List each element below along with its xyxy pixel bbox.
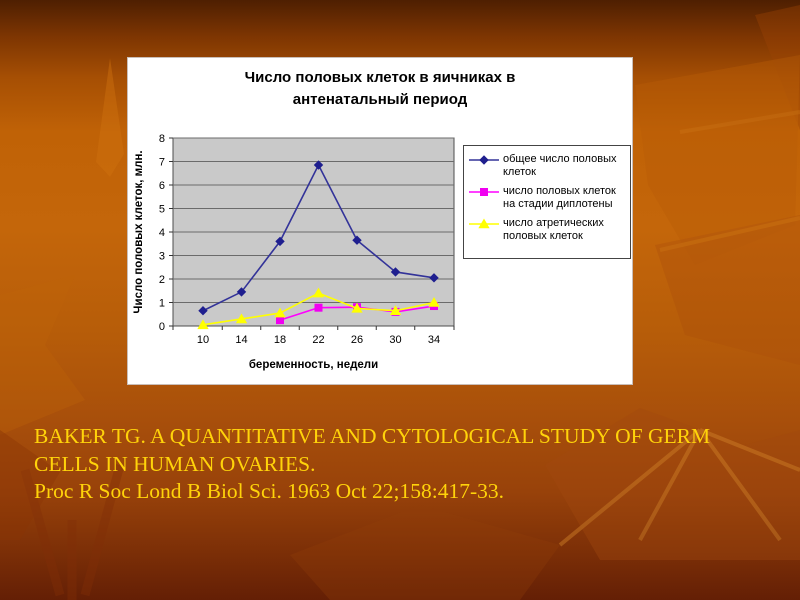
svg-text:14: 14 [235, 334, 247, 346]
triangle-line-marker-icon [469, 218, 499, 234]
citation-line1: BAKER TG. A QUANTITATIVE AND CYTOLOGICAL… [34, 424, 711, 448]
legend-label-total: общее число половых клеток [503, 153, 617, 178]
svg-text:беременность, недели: беременность, недели [249, 359, 378, 371]
svg-text:Число половых клеток, млн.: Число половых клеток, млн. [133, 150, 145, 313]
legend-item-atretic: число атретических половых клеток [469, 217, 627, 243]
legend-label-atretic: число атретических половых клеток [503, 217, 604, 242]
legend-item-total: общее число половых клеток [469, 153, 627, 179]
embedded-chart-object: Число половых клеток в яичниках в антена… [127, 57, 633, 385]
svg-text:30: 30 [389, 334, 401, 346]
svg-text:3: 3 [159, 251, 165, 263]
svg-text:0: 0 [159, 321, 165, 333]
chart-title-line1: Число половых клеток в яичниках в [244, 69, 516, 86]
svg-text:5: 5 [159, 204, 165, 216]
svg-text:4: 4 [159, 227, 165, 239]
svg-text:26: 26 [351, 334, 363, 346]
svg-text:8: 8 [159, 133, 165, 145]
svg-text:18: 18 [274, 334, 286, 346]
svg-text:2: 2 [159, 274, 165, 286]
svg-text:6: 6 [159, 180, 165, 192]
citation-line3: Proc R Soc Lond B Biol Sci. 1963 Oct 22;… [34, 479, 505, 503]
svg-text:7: 7 [159, 157, 165, 169]
diamond-line-marker-icon [469, 154, 499, 170]
citation-text: BAKER TG. A QUANTITATIVE AND CYTOLOGICAL… [34, 423, 789, 506]
svg-text:10: 10 [197, 334, 209, 346]
chart-legend: общее число половых клеток число половых… [463, 145, 631, 259]
chart-title: Число половых клеток в яичниках в антена… [128, 67, 632, 111]
square-line-marker-icon [469, 186, 499, 202]
chart-title-line2: антенатальный период [292, 91, 468, 108]
svg-text:34: 34 [428, 334, 440, 346]
svg-text:1: 1 [159, 298, 165, 310]
legend-label-diplotene: число половых клеток на стадии диплотены [503, 185, 616, 210]
svg-text:22: 22 [312, 334, 324, 346]
legend-item-diplotene: число половых клеток на стадии диплотены [469, 185, 627, 211]
citation-line2: CELLS IN HUMAN OVARIES. [34, 451, 316, 476]
